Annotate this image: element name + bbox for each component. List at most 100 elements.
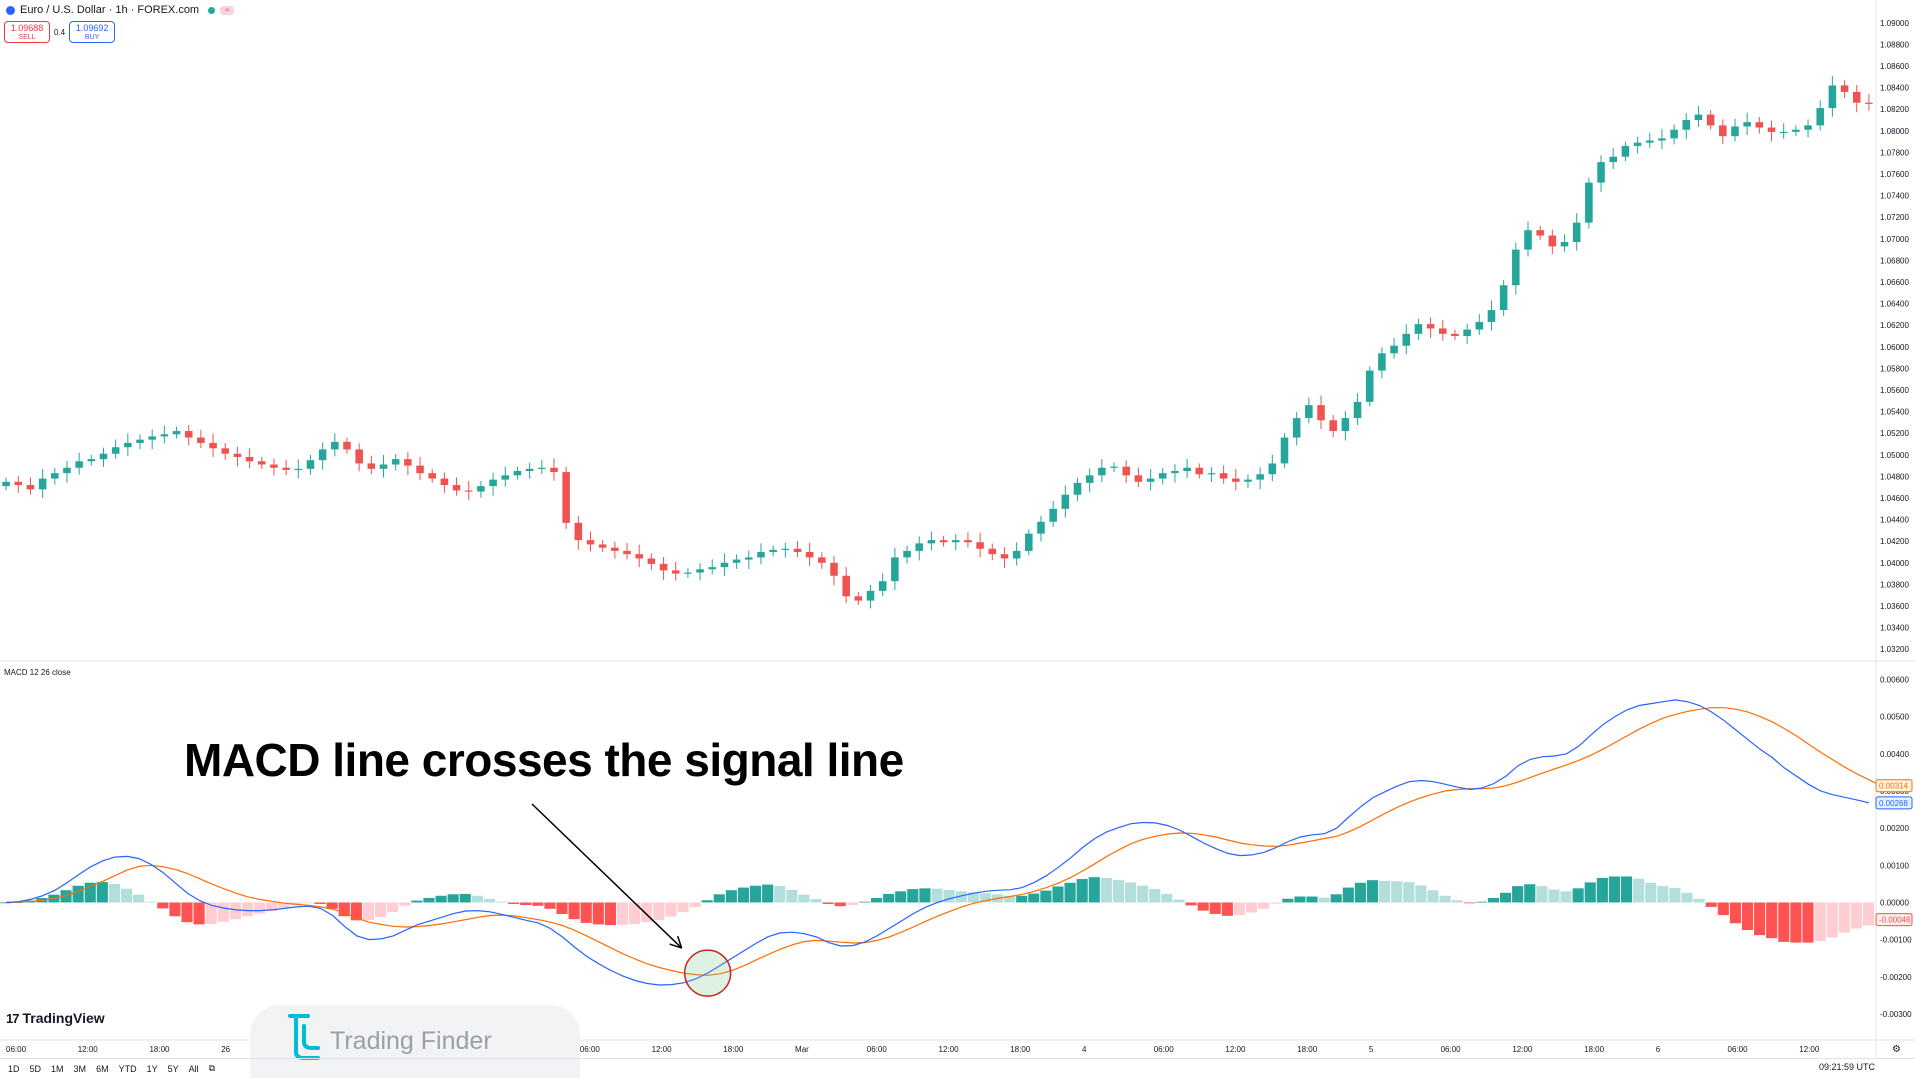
candle-body[interactable] [1767,127,1776,132]
candle-body[interactable] [878,581,887,591]
candle-body[interactable] [1012,550,1021,559]
candle-body[interactable] [1451,333,1459,336]
candle-body[interactable] [136,439,144,443]
candle-body[interactable] [1414,324,1423,334]
candle-body[interactable] [416,465,424,474]
candle-body[interactable] [1828,85,1837,109]
candle-body[interactable] [87,459,96,462]
candle-body[interactable] [1341,418,1350,432]
candle-body[interactable] [464,490,473,492]
candle-body[interactable] [696,569,704,573]
candle-body[interactable] [513,471,522,476]
candle-body[interactable] [915,543,924,551]
candle-body[interactable] [270,464,278,468]
candle-body[interactable] [964,540,972,543]
candle-body[interactable] [172,431,181,435]
candle-body[interactable] [1731,126,1739,137]
range-3m[interactable]: 3M [73,1063,87,1074]
candle-body[interactable] [586,540,595,545]
candle-body[interactable] [769,549,777,552]
range-5y[interactable]: 5Y [167,1063,179,1074]
candle-body[interactable] [903,550,911,558]
candle-body[interactable] [1390,345,1398,354]
candle-body[interactable] [1365,370,1374,402]
candle-body[interactable] [1256,474,1264,480]
tradingview-logo[interactable]: 17 TradingView [6,1010,105,1026]
candle-body[interactable] [331,441,339,450]
candle-body[interactable] [1743,122,1751,127]
candle-body[interactable] [1621,145,1630,157]
candle-body[interactable] [720,562,729,568]
candle-body[interactable] [550,467,558,473]
candle-body[interactable] [793,548,802,552]
candle-body[interactable] [854,596,863,601]
candle-body[interactable] [38,478,47,490]
candle-body[interactable] [1037,521,1045,534]
candle-body[interactable] [343,441,351,450]
candle-body[interactable] [830,562,838,576]
candle-body[interactable] [1475,321,1484,330]
candle-body[interactable] [1779,131,1788,134]
candle-body[interactable] [1171,471,1179,474]
candle-body[interactable] [1122,466,1130,476]
candle-body[interactable] [1633,142,1642,146]
candle-body[interactable] [1719,125,1727,137]
candle-body[interactable] [781,548,790,550]
candle-body[interactable] [1305,405,1313,419]
candle-body[interactable] [1585,182,1593,223]
candle-body[interactable] [1292,418,1301,438]
candle-body[interactable] [805,552,814,558]
symbol-header[interactable]: Euro / U.S. Dollar · 1h · FOREX.com ≈ [6,3,235,17]
candle-body[interactable] [1572,222,1581,243]
candle-body[interactable] [404,459,412,466]
candle-body[interactable] [501,475,510,480]
range-1d[interactable]: 1D [8,1063,20,1074]
candle-body[interactable] [209,442,217,449]
candle-body[interactable] [1134,475,1143,482]
candle-body[interactable] [659,563,668,571]
candle-body[interactable] [51,473,59,479]
candle-body[interactable] [1073,482,1082,495]
candle-body[interactable] [233,453,242,457]
candle-body[interactable] [939,540,948,543]
candle-body[interactable] [574,522,583,541]
candle-body[interactable] [1146,478,1155,482]
candle-body[interactable] [1755,122,1764,128]
flag-icon[interactable]: ≈ [220,5,235,15]
candle-body[interactable] [1463,329,1471,336]
candle-body[interactable] [99,453,108,460]
candle-body[interactable] [14,481,23,486]
candle-body[interactable] [1524,230,1532,250]
candle-body[interactable] [1000,554,1009,559]
candle-body[interactable] [1804,125,1812,130]
candle-body[interactable] [1195,467,1204,475]
candle-body[interactable] [1025,533,1033,551]
range-5d[interactable]: 5D [29,1063,42,1074]
candle-body[interactable] [452,485,461,491]
range-1m[interactable]: 1M [51,1063,64,1074]
candle-body[interactable] [184,431,193,438]
candle-body[interactable] [1694,114,1703,120]
candle-body[interactable] [477,486,485,492]
candle-body[interactable] [1402,333,1411,346]
candle-body[interactable] [1645,140,1654,143]
date-range-icon[interactable]: ⧉ [208,1063,216,1073]
candle-body[interactable] [1317,405,1325,421]
candle-body[interactable] [221,448,230,454]
candle-body[interactable] [1280,437,1289,464]
candle-body[interactable] [1329,420,1337,432]
candle-body[interactable] [647,558,656,564]
candle-body[interactable] [951,540,960,543]
candle-body[interactable] [1682,120,1691,130]
candle-body[interactable] [1706,114,1715,126]
candle-body[interactable] [1268,463,1277,475]
candle-body[interactable] [1378,353,1386,371]
candle-body[interactable] [745,557,753,560]
candle-body[interactable] [1548,235,1557,247]
candle-body[interactable] [1098,467,1106,476]
candle-body[interactable] [623,550,631,555]
candle-body[interactable] [197,437,205,443]
candle-body[interactable] [1840,85,1849,92]
candle-body[interactable] [635,554,643,559]
